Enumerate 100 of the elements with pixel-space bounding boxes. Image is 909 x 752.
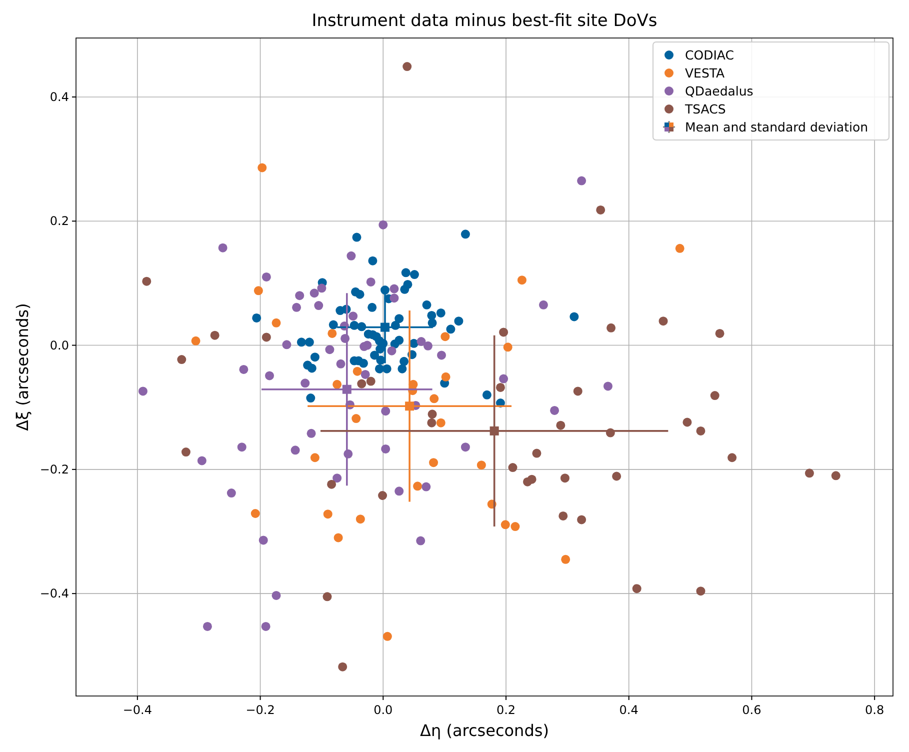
point xyxy=(398,364,407,374)
legend-label: VESTA xyxy=(685,66,726,80)
point xyxy=(573,386,582,396)
point xyxy=(476,460,486,470)
point xyxy=(675,244,684,253)
point xyxy=(237,442,246,452)
point xyxy=(496,382,505,392)
point xyxy=(460,442,470,452)
point xyxy=(427,418,436,428)
point xyxy=(368,256,378,266)
point xyxy=(138,386,148,396)
point xyxy=(336,359,346,368)
y-tick-label: −0.2 xyxy=(40,462,69,476)
point xyxy=(338,662,348,672)
point xyxy=(374,364,384,374)
point xyxy=(556,420,566,430)
point xyxy=(258,536,268,545)
point xyxy=(381,444,390,454)
point xyxy=(332,474,342,483)
point xyxy=(570,312,579,322)
point xyxy=(430,394,439,404)
point xyxy=(226,488,236,498)
point xyxy=(177,355,186,364)
point xyxy=(295,291,304,300)
point xyxy=(262,332,271,342)
point xyxy=(710,391,720,400)
point xyxy=(348,312,358,321)
chart-title: Instrument data minus best-fit site DoVs xyxy=(312,11,658,31)
point xyxy=(394,486,404,496)
legend-label: TSACS xyxy=(684,102,726,116)
legend-label: QDaedalus xyxy=(685,84,754,98)
x-tick-label: −0.2 xyxy=(246,703,275,717)
point xyxy=(376,344,385,354)
point xyxy=(239,364,248,374)
point xyxy=(658,316,668,326)
legend-label: CODIAC xyxy=(685,48,734,62)
point xyxy=(382,632,392,641)
point xyxy=(561,554,570,564)
point xyxy=(500,520,510,530)
point xyxy=(460,230,470,239)
point xyxy=(550,406,560,415)
point xyxy=(314,301,324,310)
point xyxy=(356,514,365,524)
point xyxy=(262,272,271,282)
point xyxy=(325,345,334,354)
point xyxy=(390,340,400,349)
point xyxy=(210,330,220,340)
point xyxy=(632,584,642,594)
point xyxy=(346,251,356,260)
point xyxy=(400,356,409,366)
point xyxy=(378,490,388,500)
point xyxy=(355,290,364,299)
point xyxy=(508,463,518,472)
point xyxy=(606,323,616,332)
point xyxy=(142,276,152,286)
point xyxy=(181,448,190,457)
point xyxy=(304,338,314,347)
point xyxy=(510,522,520,532)
point xyxy=(366,277,376,286)
point xyxy=(368,302,377,312)
point xyxy=(422,300,432,310)
point xyxy=(696,426,706,436)
point xyxy=(527,474,536,484)
point xyxy=(323,510,332,519)
point xyxy=(317,284,326,293)
point xyxy=(282,340,292,350)
point xyxy=(499,328,508,337)
point xyxy=(437,350,446,360)
point xyxy=(715,328,724,338)
point xyxy=(306,394,316,403)
point xyxy=(482,390,492,400)
point xyxy=(436,418,446,428)
point xyxy=(358,358,368,368)
point xyxy=(441,372,450,382)
point xyxy=(558,511,568,520)
x-tick-label: −0.4 xyxy=(122,703,152,717)
point xyxy=(390,294,399,303)
point xyxy=(499,374,508,384)
point xyxy=(429,458,438,468)
point xyxy=(296,338,306,347)
point xyxy=(202,622,212,631)
point xyxy=(322,592,332,602)
point xyxy=(696,586,706,596)
point xyxy=(503,342,512,352)
point xyxy=(560,474,570,483)
point xyxy=(428,410,437,419)
point xyxy=(596,205,606,214)
point xyxy=(436,308,446,318)
point xyxy=(261,622,270,631)
point xyxy=(603,382,612,391)
point xyxy=(728,453,737,462)
point xyxy=(532,448,542,458)
point xyxy=(682,418,692,427)
point xyxy=(366,376,376,386)
point xyxy=(357,379,366,388)
point xyxy=(454,316,464,326)
point xyxy=(804,468,814,478)
point xyxy=(258,163,267,172)
point xyxy=(378,220,388,230)
x-axis-title: Δη (arcseconds) xyxy=(420,721,549,740)
